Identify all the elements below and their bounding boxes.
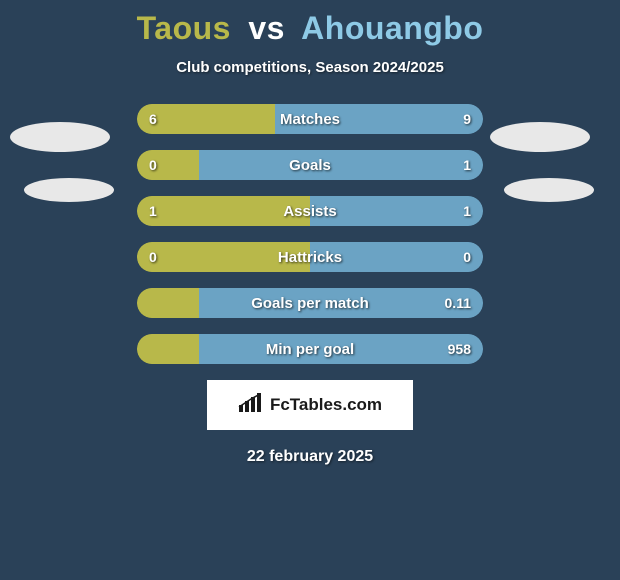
stat-value-player2: 0.11 bbox=[445, 288, 471, 318]
stat-label: Hattricks bbox=[137, 242, 483, 272]
stat-value-player2: 0 bbox=[463, 242, 471, 272]
stat-value-player2: 958 bbox=[448, 334, 471, 364]
brand-text: FcTables.com bbox=[270, 395, 382, 415]
footer-date: 22 february 2025 bbox=[0, 448, 620, 466]
stat-value-player2: 9 bbox=[463, 104, 471, 134]
comparison-title: Taous vs Ahouangbo bbox=[0, 0, 620, 47]
player2-name: Ahouangbo bbox=[301, 10, 483, 46]
stat-label: Assists bbox=[137, 196, 483, 226]
stat-label: Goals bbox=[137, 150, 483, 180]
stat-value-player1: 0 bbox=[149, 242, 157, 272]
stat-label: Min per goal bbox=[137, 334, 483, 364]
stat-value-player1: 6 bbox=[149, 104, 157, 134]
stat-value-player1: 1 bbox=[149, 196, 157, 226]
vs-text: vs bbox=[248, 10, 285, 46]
stat-value-player2: 1 bbox=[463, 196, 471, 226]
stat-row: Min per goal958 bbox=[137, 334, 483, 364]
stats-container: Matches69Goals01Assists11Hattricks00Goal… bbox=[137, 104, 483, 364]
stat-row: Goals0 1 bbox=[137, 150, 483, 180]
stat-row: Goals per match0.11 bbox=[137, 288, 483, 318]
stat-value-player1: 0 bbox=[149, 150, 157, 180]
subtitle: Club competitions, Season 2024/2025 bbox=[0, 59, 620, 76]
stat-row: Assists1 1 bbox=[137, 196, 483, 226]
stat-label: Matches bbox=[137, 104, 483, 134]
stat-value-player2: 1 bbox=[463, 150, 471, 180]
stat-label: Goals per match bbox=[137, 288, 483, 318]
chart-icon bbox=[238, 393, 264, 418]
stat-row: Hattricks0 0 bbox=[137, 242, 483, 272]
brand-badge[interactable]: FcTables.com bbox=[207, 380, 413, 430]
player1-avatar bbox=[10, 122, 110, 152]
player1-avatar-shadow bbox=[24, 178, 114, 202]
player1-name: Taous bbox=[137, 10, 231, 46]
player2-avatar bbox=[490, 122, 590, 152]
stat-row: Matches6 9 bbox=[137, 104, 483, 134]
player2-avatar-shadow bbox=[504, 178, 594, 202]
